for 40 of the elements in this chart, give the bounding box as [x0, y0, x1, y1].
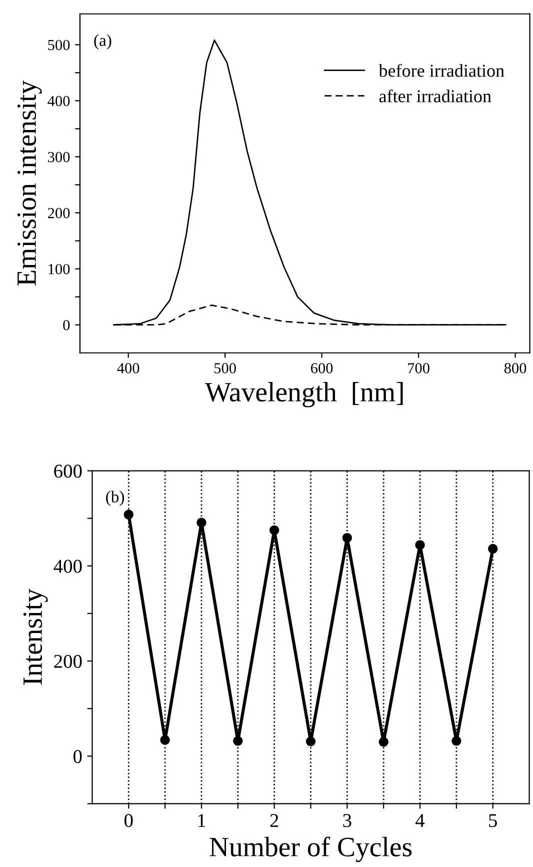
- legend-label: before irradiation: [378, 64, 504, 77]
- x-axis-title: Number of Cycles: [210, 836, 412, 862]
- x-axis-title: Wavelength [nm]: [204, 382, 403, 408]
- point: [415, 540, 425, 550]
- point: [124, 510, 134, 520]
- x-tick-label: 4: [416, 814, 425, 827]
- y-tick-label: 300: [48, 152, 70, 162]
- x-tick-label: 400: [117, 363, 140, 374]
- point: [306, 736, 316, 746]
- annotation: (b): [106, 490, 124, 506]
- x-tick-label: 500: [214, 363, 236, 374]
- y-tick-label: 400: [54, 560, 82, 573]
- x-tick-label: 2: [270, 814, 278, 827]
- point: [378, 737, 388, 747]
- point: [196, 518, 206, 528]
- legend-label: after irradiation: [379, 89, 492, 102]
- y-tick-label: 400: [48, 96, 70, 106]
- y-tick-label: 100: [48, 264, 70, 274]
- y-tick-label: 600: [54, 464, 82, 478]
- x-tick-label: 3: [343, 814, 352, 828]
- x-tick-label: 5: [489, 814, 497, 828]
- y-tick-label: 200: [48, 208, 70, 218]
- point: [160, 735, 170, 745]
- y-axis-title: Intensity: [23, 588, 48, 685]
- point: [269, 525, 280, 536]
- point: [452, 736, 462, 746]
- y-tick-label: 200: [54, 654, 82, 668]
- x-tick-label: 800: [504, 363, 526, 374]
- y-tick-label: 0: [63, 320, 70, 330]
- x-tick-label: 1: [198, 814, 206, 827]
- y-tick-label: 0: [74, 750, 82, 764]
- y-axis-title: Emission intensity: [17, 80, 42, 286]
- x-tick-label: 700: [408, 363, 430, 374]
- x-tick-label: 0: [124, 814, 133, 828]
- y-tick-label: 500: [48, 40, 70, 50]
- point: [233, 736, 243, 746]
- point: [342, 532, 352, 543]
- x-tick-label: 600: [311, 363, 333, 374]
- annotation: (a): [94, 34, 112, 50]
- point: [488, 544, 498, 554]
